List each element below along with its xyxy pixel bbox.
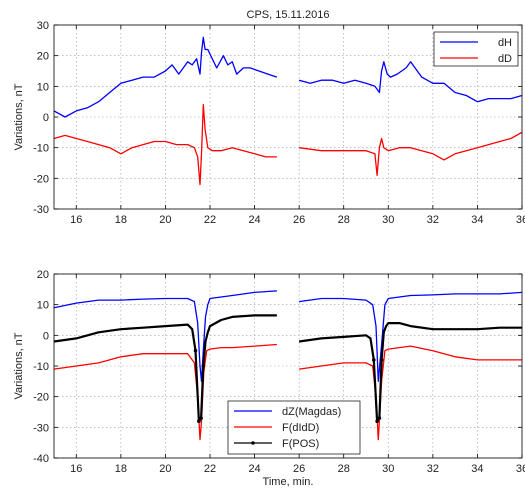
series-point [375,419,379,424]
y-tick-label: 20 [37,269,49,281]
chart-panel-2: 16 18 20 22 24 26 28 30 32 34 36 -40 -30 -20 -10 0 10 20 V… [13,269,525,488]
x-tick-label: 18 [115,214,127,226]
x-tick-label: 28 [338,463,350,475]
series-point [379,358,384,362]
series-point [372,358,376,362]
legend-marker [251,441,255,445]
x-tick-label: 20 [159,214,171,226]
x-tick-label: 24 [248,214,260,226]
y-axis-label: Variations, nT [13,332,25,399]
x-tick-label: 28 [338,214,350,226]
x-tick-label: 20 [159,463,171,475]
y-axis-label: Variations, nT [13,83,25,150]
y-tick-label: -40 [33,453,49,465]
x-tick-label: 36 [516,214,525,226]
y-tick-label: -30 [33,204,49,216]
y-tick-label: -30 [33,422,49,434]
legend: dH dD [433,31,519,67]
series-line-dz-magdas- [53,290,523,382]
series-point [199,416,203,420]
y-tick-label: 0 [43,330,49,342]
y-tick-label: 10 [37,81,49,93]
y-tick-label: -20 [33,392,49,404]
x-tick-label: 34 [471,463,483,475]
y-tick-label: -10 [33,361,49,373]
x-axis-label: Time, min. [263,476,314,488]
x-tick-label: 30 [382,214,394,226]
y-tick-label: 20 [37,51,49,63]
legend-label: dD [498,53,512,65]
legend-label: F(dIdD) [282,422,319,434]
series-point [193,348,198,353]
x-tick-label: 36 [516,463,525,475]
x-tick-label: 22 [204,214,216,226]
x-tick-label: 32 [427,214,439,226]
x-tick-label: 32 [427,463,439,475]
legend-label: dH [498,37,512,49]
series-point [201,364,206,368]
x-tick-label: 16 [70,214,82,226]
chart-title: CPS, 15.11.2016 [247,9,330,21]
legend-box [433,31,519,67]
chart-panel-1: 16 18 20 22 24 26 28 30 32 34 36 -30 -20 -10 0 10 20 30 CP… [13,9,525,226]
x-tick-label: 26 [293,214,305,226]
x-tick-label: 30 [382,463,394,475]
x-tick-label: 34 [471,214,483,226]
y-tick-label: -20 [33,173,49,185]
y-tick-label: 10 [37,300,49,312]
y-tick-label: -10 [33,143,49,155]
x-tick-label: 18 [115,463,127,475]
x-tick-label: 22 [204,463,216,475]
legend-label: F(POS) [282,438,319,450]
legend: dZ(Magdas) F(dIdD) F(POS) [227,400,361,455]
x-tick-label: 16 [70,463,82,475]
series-line-dd [53,104,523,186]
series-line-dh [53,36,523,118]
y-tick-label: 30 [37,20,49,32]
x-tick-label: 24 [248,463,260,475]
y-tick-label: 0 [43,112,49,124]
legend-label: dZ(Magdas) [282,406,341,418]
x-tick-label: 26 [293,463,305,475]
series-point [377,416,382,420]
series-point [197,419,201,424]
